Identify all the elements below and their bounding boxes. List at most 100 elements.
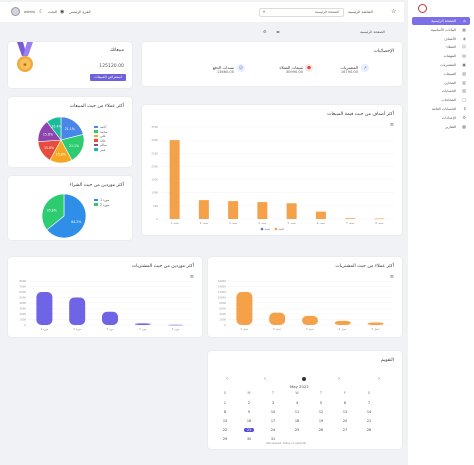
- x-tick-label: صنف 7: [346, 221, 355, 225]
- calendar-day[interactable]: 7: [367, 401, 371, 405]
- calendar-day[interactable]: 16: [246, 419, 252, 423]
- calendar-day[interactable]: 20: [342, 419, 348, 423]
- moon-icon[interactable]: ☾: [39, 9, 44, 15]
- calendar-day[interactable]: 24: [270, 428, 276, 432]
- settings-icon[interactable]: ⚙: [263, 29, 267, 34]
- menu-icon[interactable]: ≡: [389, 122, 394, 128]
- sidebar-item[interactable]: ▩ التقارير: [412, 123, 470, 131]
- legend-item[interactable]: سالم: [94, 143, 107, 148]
- prev-month-icon[interactable]: ‹: [226, 376, 228, 382]
- next-month-icon[interactable]: ›: [378, 376, 380, 382]
- prev-icon[interactable]: ‹: [264, 376, 266, 382]
- legend-label: كمية: [279, 227, 285, 231]
- legend-item[interactable]: محمد: [94, 130, 107, 135]
- sidebar-item[interactable]: ▥ المخازن: [412, 79, 470, 87]
- medal-icon: ★: [17, 42, 33, 72]
- calendar-day[interactable]: 22: [222, 428, 228, 432]
- sidebar-item[interactable]: ⌂ الصفحة الرئيسية: [412, 17, 470, 25]
- calendar-day[interactable]: 10: [270, 410, 276, 414]
- legend-item[interactable]: عمر: [94, 148, 107, 153]
- calendar-day[interactable]: 28: [366, 428, 372, 432]
- legend-swatch: [94, 203, 98, 206]
- language-label[interactable]: البحث: [48, 10, 58, 14]
- calendar-day[interactable]: 11: [294, 410, 300, 414]
- menu-icon[interactable]: ≡: [389, 274, 394, 280]
- sidebar-item[interactable]: ▨ الحسابات: [412, 87, 470, 95]
- calendar-day[interactable]: 25: [294, 428, 300, 432]
- y-tick-label: 0: [156, 217, 158, 221]
- expand-icon[interactable]: ◂▸: [276, 29, 281, 34]
- calendar-day[interactable]: 2: [247, 401, 251, 405]
- sidebar-item[interactable]: ▢ المحادثات: [412, 96, 470, 104]
- eye-icon[interactable]: ◉: [60, 9, 65, 15]
- calendar-day[interactable]: 30: [246, 437, 252, 441]
- calendar-day[interactable]: 29: [222, 437, 228, 441]
- legend-item[interactable]: مورد 1: [94, 198, 109, 203]
- sidebar-item[interactable]: ▤ المهمات: [412, 52, 470, 60]
- menu-icon[interactable]: ≡: [189, 274, 194, 280]
- calendar-day[interactable]: 17: [270, 419, 276, 423]
- bar: [302, 315, 318, 325]
- bar: [236, 292, 253, 325]
- bar: [198, 200, 209, 219]
- calendar-day[interactable]: 26: [318, 428, 324, 432]
- app-logo[interactable]: [418, 4, 427, 13]
- sidebar-item[interactable]: ▦ البيانات الأساسية: [412, 26, 470, 34]
- y-tick-label: 10000: [218, 296, 227, 300]
- user-name[interactable]: admin: [24, 10, 36, 14]
- calendar-day[interactable]: 8: [223, 410, 227, 414]
- sidebar-item[interactable]: ⚙ الإعدادات: [412, 114, 470, 122]
- legend-label: عمر: [100, 147, 106, 152]
- calendar-day[interactable]: 21: [366, 419, 372, 423]
- calendar-day[interactable]: 19: [318, 419, 324, 423]
- store-selector[interactable]: الفرع الرئيسي: [69, 10, 91, 14]
- x-tick-label: صنف 3: [229, 221, 238, 225]
- sidebar-item[interactable]: ◈ الأصناف: [412, 35, 470, 43]
- slice-label: 35.8%: [47, 208, 57, 212]
- sidebar-item[interactable]: $ الحسابات العامة: [412, 105, 470, 113]
- calendar-day[interactable]: 9: [247, 410, 251, 414]
- calendar-day[interactable]: 15: [222, 419, 228, 423]
- calendar-day[interactable]: 14: [366, 410, 372, 414]
- svg-text:★: ★: [22, 62, 27, 69]
- receipt-icon: ▧: [462, 70, 466, 76]
- calendar-day[interactable]: 27: [342, 428, 348, 432]
- next-icon[interactable]: ›: [338, 376, 340, 382]
- calendar-day[interactable]: 12: [318, 410, 324, 414]
- sidebar-item-label: المشتريات: [440, 63, 456, 67]
- legend-item[interactable]: علي: [94, 134, 107, 139]
- search-input[interactable]: الصفحة الرئيسية: [259, 8, 344, 17]
- calendar-day[interactable]: 6: [343, 401, 347, 405]
- avatar[interactable]: [11, 7, 20, 16]
- view-sales-button[interactable]: استعراض المبيعات: [90, 74, 126, 81]
- calendar-day[interactable]: 18: [294, 419, 300, 423]
- sidebar-item-label: المخازن: [444, 80, 456, 85]
- caret-icon[interactable]: ▾: [263, 9, 266, 14]
- legend-swatch: [94, 148, 98, 151]
- sidebar-item-label: الحسابات: [441, 89, 456, 94]
- month-label: May 2022: [290, 384, 309, 389]
- calendar-day[interactable]: 13: [342, 410, 348, 414]
- slice-label: 15.8%: [43, 132, 53, 136]
- calendar-day[interactable]: 5: [319, 401, 323, 405]
- legend-item[interactable]: خالد: [94, 139, 107, 144]
- today-dot[interactable]: [302, 377, 306, 381]
- legend-marker: [260, 227, 264, 231]
- calendar-day[interactable]: 1: [223, 401, 227, 405]
- sidebar-item[interactable]: ▣ المشتريات: [412, 61, 470, 69]
- calendar-day[interactable]: 31: [270, 437, 276, 441]
- legend-label: محمد: [100, 129, 108, 134]
- calendar-day[interactable]: 3: [271, 401, 275, 405]
- calendar-day[interactable]: 4: [295, 401, 299, 405]
- sidebar-item[interactable]: ▧ المبيعات: [412, 70, 470, 78]
- y-tick-label: 14000: [218, 285, 227, 289]
- y-tick-label: 6000: [219, 307, 226, 311]
- sidebar-item[interactable]: ☺ العملاء: [412, 43, 470, 51]
- star-icon[interactable]: ☆: [391, 8, 397, 15]
- legend-item[interactable]: مورد 2: [94, 203, 109, 208]
- legend-item[interactable]: أحمد: [94, 125, 107, 130]
- x-tick-label: عميل 5: [371, 327, 380, 331]
- calendar-day[interactable]: 23: [244, 428, 254, 432]
- legend-swatch: [94, 198, 98, 202]
